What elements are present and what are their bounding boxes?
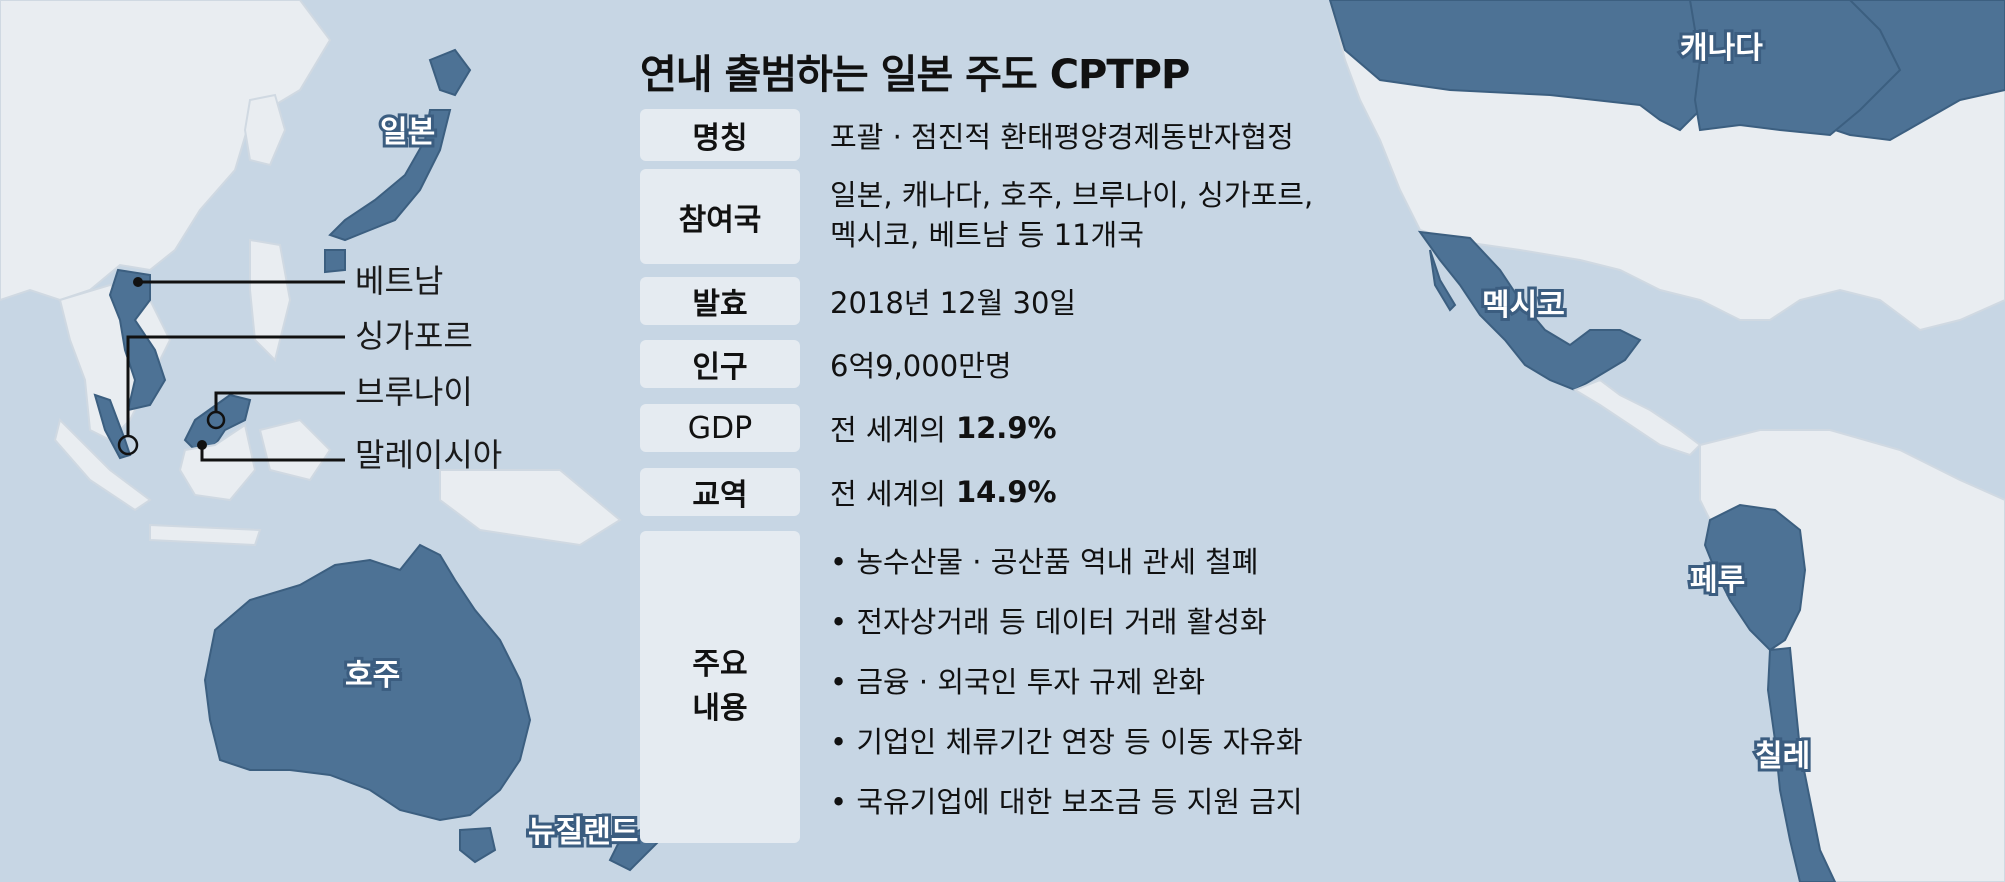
members-line-2: 멕시코, 베트남 등 11개국 xyxy=(830,218,1144,252)
row-value: 6억9,000만명 xyxy=(830,349,1012,383)
row-key: 명칭 xyxy=(640,109,800,161)
singapore-ring xyxy=(117,434,139,456)
brunei-label: 브루나이 xyxy=(355,373,473,411)
asia-mainland xyxy=(0,0,332,302)
bullet-item: • 전자상거래 등 데이터 거래 활성화 xyxy=(830,605,1267,639)
members-line-1: 일본, 캐나다, 호주, 브루나이, 싱가포르, xyxy=(830,178,1314,212)
canada-label: 캐나다 xyxy=(1680,31,1763,66)
row-value: 2018년 12월 30일 xyxy=(830,286,1077,320)
row-value: 일본, 캐나다, 호주, 브루나이, 싱가포르, 멕시코, 베트남 등 11개국 xyxy=(830,175,1313,270)
gdp-prefix: 전 세계의 xyxy=(830,413,946,447)
row-trade: 교역 전 세계의 14.9% xyxy=(640,468,1400,516)
chile-label: 칠레 xyxy=(1755,739,1810,774)
indonesia-east xyxy=(258,418,332,482)
row-gdp: GDP 전 세계의 12.9% xyxy=(640,404,1400,452)
indonesia-java xyxy=(149,523,262,547)
australia-label: 호주 xyxy=(345,658,400,693)
row-key: 참여국 xyxy=(640,169,800,264)
borneo-south xyxy=(178,423,257,502)
row-members: 참여국 일본, 캐나다, 호주, 브루나이, 싱가포르, 멕시코, 베트남 등 … xyxy=(640,169,1400,264)
row-main-content: 주요 내용 • 농수산물 · 공산품 역내 관세 철폐 • 전자상거래 등 데이… xyxy=(640,531,1400,843)
row-key: 주요 내용 xyxy=(640,531,800,843)
bullet-item: • 기업인 체류기간 연장 등 이동 자유화 xyxy=(830,725,1303,759)
japan-shape xyxy=(324,48,472,274)
brunei-ring xyxy=(206,410,226,430)
singapore-label: 싱가포르 xyxy=(355,317,473,355)
row-population: 인구 6억9,000만명 xyxy=(640,340,1400,388)
new-guinea xyxy=(439,469,622,547)
philippines xyxy=(249,238,292,362)
vietnam-label: 베트남 xyxy=(355,262,443,300)
indonesia-sumatra xyxy=(53,418,152,512)
row-value: 포괄 · 점진적 환태평양경제동반자협정 xyxy=(830,120,1294,154)
vietnam-dot xyxy=(133,277,143,287)
row-key: 인구 xyxy=(640,340,800,388)
australia-shape xyxy=(203,543,532,822)
bullet-item: • 금융 · 외국인 투자 규제 완화 xyxy=(830,665,1206,699)
malaysia-label: 말레이시아 xyxy=(355,436,502,474)
bullet-item: • 농수산물 · 공산품 역내 관세 철폐 xyxy=(830,545,1259,579)
tasmania-shape xyxy=(459,826,497,864)
brunei-leader xyxy=(214,391,345,412)
bullet-item: • 국유기업에 대한 보조금 등 지원 금지 xyxy=(830,785,1303,819)
row-key: 교역 xyxy=(640,468,800,516)
trade-prefix: 전 세계의 xyxy=(830,477,946,511)
malaysia-dot xyxy=(197,440,207,450)
row-value: 전 세계의 14.9% xyxy=(830,468,1057,516)
peru-label: 페루 xyxy=(1690,563,1745,598)
row-value: 전 세계의 12.9% xyxy=(830,404,1057,452)
row-key: GDP xyxy=(640,404,800,452)
japan-label: 일본 xyxy=(380,115,435,150)
mexico-label: 멕시코 xyxy=(1482,288,1565,323)
vietnam-shape xyxy=(108,268,167,412)
trade-share: 14.9% xyxy=(955,475,1057,509)
singapore-leader xyxy=(126,335,345,437)
row-name: 명칭 포괄 · 점진적 환태평양경제동반자협정 xyxy=(640,109,1400,161)
gdp-share: 12.9% xyxy=(955,411,1057,445)
korea-peninsula xyxy=(243,93,287,167)
new-zealand-label: 뉴질랜드 xyxy=(528,815,638,850)
mexico-shape xyxy=(1417,230,1642,392)
row-effective: 발효 2018년 12월 30일 xyxy=(640,277,1400,325)
row-key: 발효 xyxy=(640,277,800,325)
canada-east-shape xyxy=(1688,0,1902,137)
panel-title: 연내 출범하는 일본 주도 CPTPP xyxy=(640,52,1190,98)
malaysia-borneo-shape xyxy=(183,393,252,452)
peru-shape xyxy=(1703,503,1807,652)
chile-shape xyxy=(1766,646,1837,882)
